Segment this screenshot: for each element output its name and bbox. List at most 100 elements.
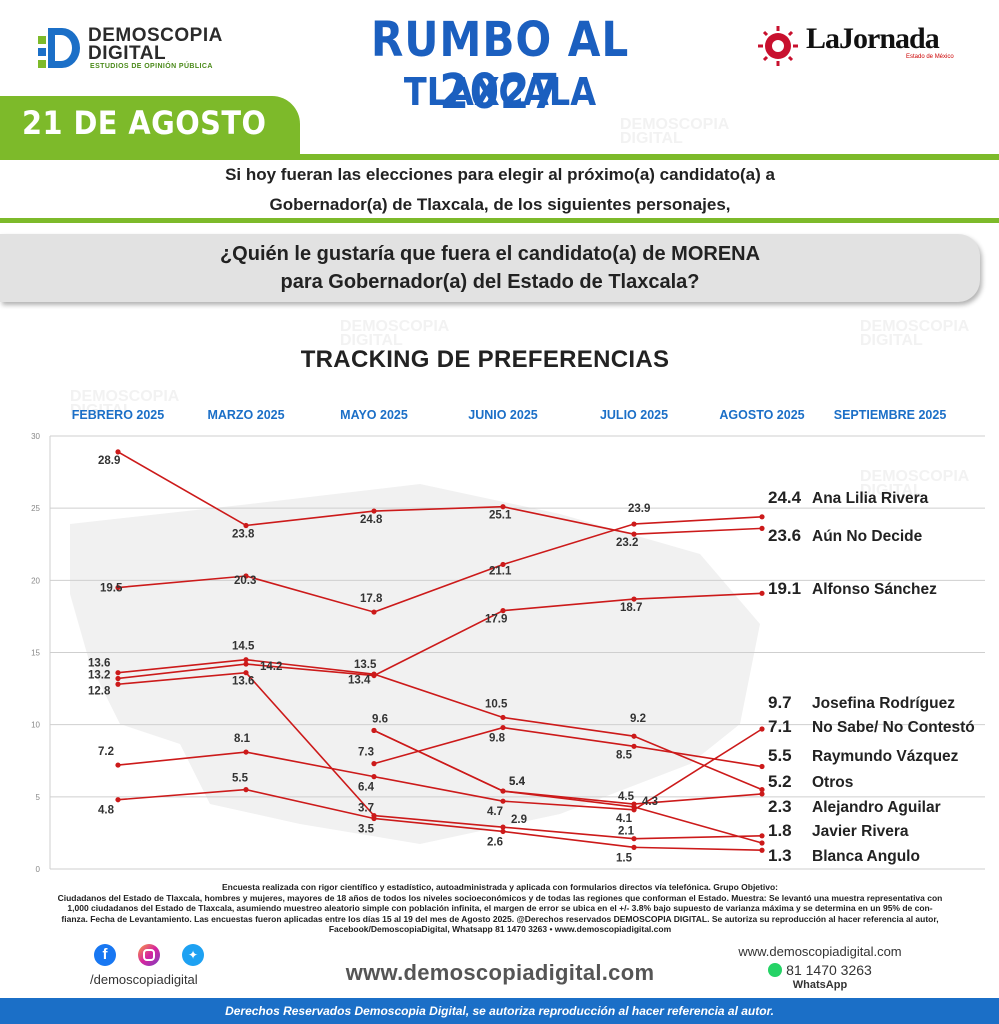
data-point xyxy=(500,608,506,614)
data-label: 8.1 xyxy=(234,733,251,745)
question-line2: para Gobernador(a) del Estado de Tlaxcal… xyxy=(280,271,700,293)
data-label: 5.5 xyxy=(232,773,249,785)
series-line xyxy=(117,658,763,791)
brand-tagline: ESTUDIOS DE OPINIÓN PÚBLICA xyxy=(90,63,213,70)
footnote-line2: Ciudadanos del Estado de Tlaxcala, hombr… xyxy=(57,892,943,903)
watermark: DEMOSCOPIA DIGITAL xyxy=(860,318,970,349)
data-label: 2.9 xyxy=(511,814,527,826)
data-point xyxy=(500,561,506,568)
instagram-icon[interactable] xyxy=(138,944,160,966)
data-point xyxy=(500,788,506,794)
data-label: 23.9 xyxy=(628,503,650,515)
partner-name: LaJornada xyxy=(806,22,940,55)
footnote-line5: Facebook/DemoscopiaDigital, Whatsapp 81 … xyxy=(328,924,672,934)
data-label: 20.3 xyxy=(234,575,256,587)
demoscopia-d-icon xyxy=(38,28,80,68)
series-line xyxy=(117,671,763,840)
data-label: 14.2 xyxy=(260,661,282,673)
data-point xyxy=(243,661,249,667)
data-label: 21.1 xyxy=(489,565,512,577)
end-value-label: 1.8 xyxy=(768,821,792,840)
data-point xyxy=(500,828,506,835)
social-handle[interactable]: /demoscopiadigital xyxy=(90,972,198,987)
end-value-label: 2.3 xyxy=(768,797,792,816)
data-label: 3.5 xyxy=(358,823,375,835)
x-tick-label: AGOSTO 2025 xyxy=(719,408,805,422)
data-point xyxy=(631,844,637,850)
la-jornada-logo: LaJornada Estado de México xyxy=(756,20,956,70)
series-line xyxy=(117,451,763,535)
data-label: 13.5 xyxy=(354,659,377,671)
series-line xyxy=(117,728,763,811)
data-label: 19.5 xyxy=(100,583,123,595)
question-line1: ¿Quién le gustaría que fuera el candidat… xyxy=(219,243,761,265)
data-point xyxy=(631,743,637,749)
data-point xyxy=(243,573,249,579)
series-name-label: Raymundo Vázquez xyxy=(812,748,959,765)
data-point xyxy=(500,714,506,721)
series-line xyxy=(117,592,763,680)
data-point xyxy=(500,824,506,830)
contact-web[interactable]: www.demoscopiadigital.com xyxy=(738,944,902,959)
chart-title: TRACKING DE PREFERENCIAS xyxy=(300,346,670,373)
data-point xyxy=(371,761,377,767)
y-tick-label: 15 xyxy=(31,649,40,658)
data-point xyxy=(631,596,637,602)
data-label: 8.5 xyxy=(616,749,633,761)
data-point xyxy=(759,726,765,732)
end-value-label: 1.3 xyxy=(768,846,792,865)
facebook-icon[interactable]: f xyxy=(94,944,116,966)
twitter-icon[interactable]: ✦ xyxy=(182,944,204,966)
data-label: 5.4 xyxy=(509,776,526,788)
end-value-label: 19.1 xyxy=(768,579,801,598)
data-label: 18.7 xyxy=(620,602,642,614)
copyright-text: Derechos Reservados Demoscopia Digital, … xyxy=(225,1004,774,1018)
phone-number: 81 1470 3263 xyxy=(786,962,872,978)
series-name-label: Ana Lilia Rivera xyxy=(812,490,929,507)
footnote-line3: 1,000 ciudadanos del Estado de Tlaxcala,… xyxy=(67,903,933,913)
data-label: 14.5 xyxy=(232,641,255,653)
data-point xyxy=(371,774,377,780)
data-label: 9.6 xyxy=(372,713,388,725)
question-box xyxy=(0,234,980,302)
y-tick-label: 10 xyxy=(31,721,40,730)
data-point xyxy=(500,798,506,804)
question-text: ¿Quién le gustaría que fuera el candidat… xyxy=(80,240,900,296)
watermark: DEMOSCOPIA DIGITAL xyxy=(340,318,450,349)
data-point xyxy=(115,797,121,803)
data-label: 5.4 xyxy=(509,776,526,788)
data-label: 13.2 xyxy=(88,669,110,681)
date-label: 21 DE AGOSTO xyxy=(22,104,267,142)
data-point xyxy=(371,508,377,514)
data-label: 23.8 xyxy=(232,528,255,540)
data-label: 2.1 xyxy=(618,826,635,838)
series-name-label: No Sabe/ No Contestó xyxy=(812,719,975,736)
data-label: 6.4 xyxy=(358,782,375,794)
series-line xyxy=(373,726,763,768)
data-point xyxy=(115,670,121,676)
data-label: 28.9 xyxy=(98,455,120,467)
data-point xyxy=(500,504,506,510)
y-tick-label: 0 xyxy=(36,865,41,874)
x-tick-label: MAYO 2025 xyxy=(340,408,408,422)
data-point xyxy=(759,525,765,531)
data-point xyxy=(243,749,249,755)
data-label: 3.7 xyxy=(358,803,374,815)
data-label: 4.7 xyxy=(487,806,503,818)
data-point xyxy=(631,733,637,739)
end-value-label: 5.5 xyxy=(768,746,792,765)
x-tick-label: FEBRERO 2025 xyxy=(71,408,165,422)
data-point xyxy=(371,727,377,734)
x-tick-label: MARZO 2025 xyxy=(207,408,285,422)
data-label: 10.5 xyxy=(485,698,508,710)
data-point xyxy=(115,681,121,687)
demoscopia-logo: DEMOSCOPIA DIGITAL ESTUDIOS DE OPINIÓN P… xyxy=(36,26,236,72)
contact-phone[interactable]: 81 1470 3263 xyxy=(720,962,920,978)
data-label: 9.8 xyxy=(489,733,506,745)
brand-line1: DEMOSCOPIA xyxy=(88,25,223,46)
data-label: 13.6 xyxy=(232,676,254,688)
x-tick-label: JULIO 2025 xyxy=(599,408,669,422)
end-value-label: 24.4 xyxy=(768,488,802,507)
data-label: 7.2 xyxy=(98,746,114,758)
website-link[interactable]: www.demoscopiadigital.com xyxy=(345,960,655,985)
